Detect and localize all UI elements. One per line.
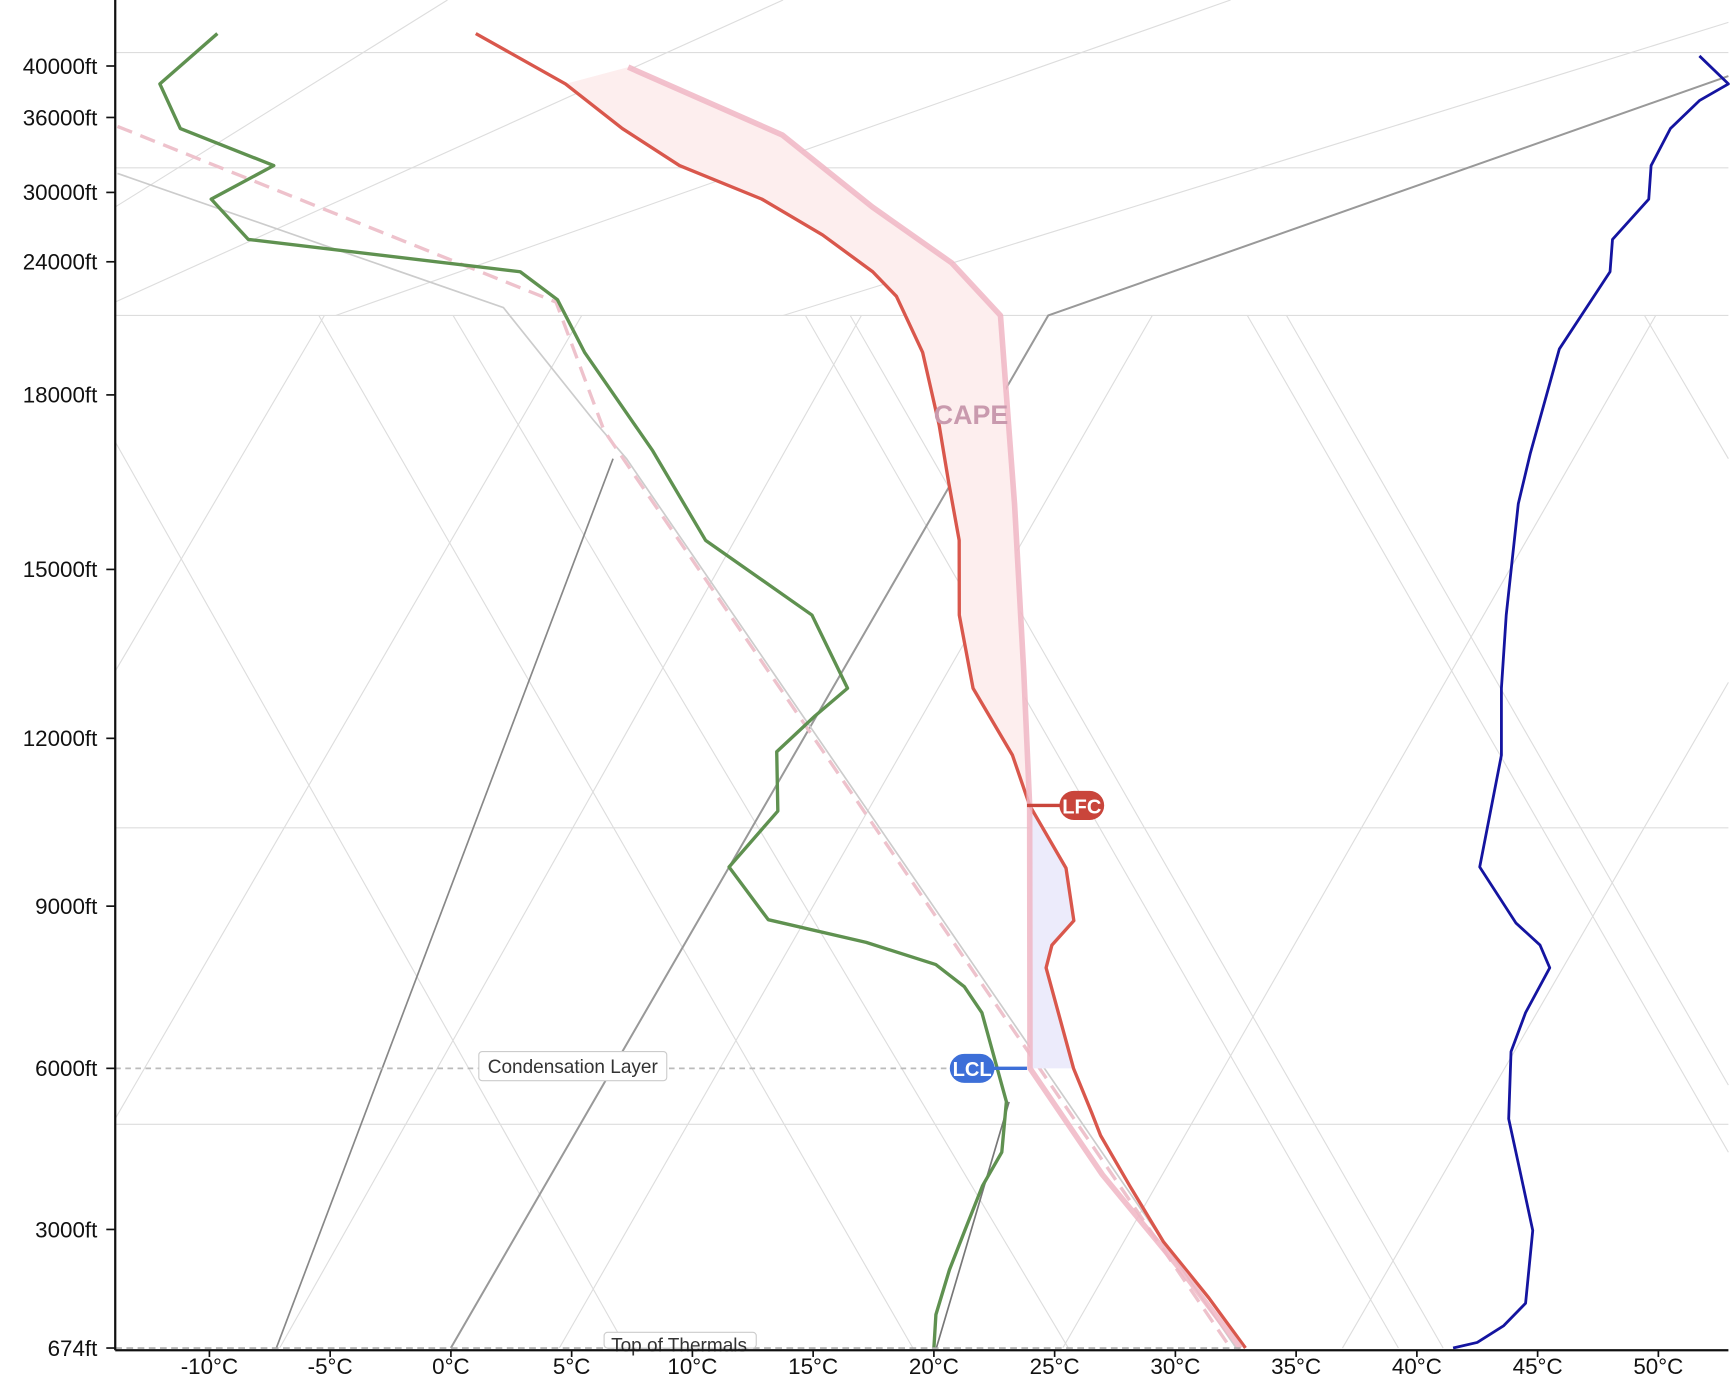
y-tick-label: 30000ft bbox=[23, 180, 98, 205]
cape-label: CAPE bbox=[934, 400, 1009, 430]
shading bbox=[565, 67, 1074, 1069]
x-tick-label: 20°C bbox=[909, 1354, 959, 1376]
lcl-badge bbox=[949, 1053, 995, 1083]
x-tick-label: 10°C bbox=[667, 1354, 717, 1376]
y-tick-label: 6000ft bbox=[35, 1056, 98, 1081]
cape-area bbox=[1029, 805, 1074, 1069]
x-tick-label: 15°C bbox=[788, 1354, 838, 1376]
y-tick-label: 24000ft bbox=[23, 250, 98, 275]
y-tick-label: 40000ft bbox=[23, 54, 98, 79]
profiles bbox=[158, 32, 1730, 1350]
x-tick-label: -5°C bbox=[308, 1354, 353, 1376]
thermals-label: Top of Thermals bbox=[611, 1335, 747, 1356]
y-tick-label: 12000ft bbox=[23, 726, 98, 751]
x-tick-label: 45°C bbox=[1513, 1354, 1563, 1376]
profile-line bbox=[158, 32, 1009, 1349]
lcl-label: LCL bbox=[953, 1059, 992, 1081]
condensation-label: Condensation Layer bbox=[488, 1057, 659, 1078]
y-tick-label: 15000ft bbox=[23, 557, 98, 582]
y-tick-label: 18000ft bbox=[23, 383, 98, 408]
thermals-box bbox=[603, 1331, 757, 1349]
annotations: Condensation Layer Top of Thermals LCL LFC C… bbox=[115, 400, 1242, 1356]
x-tick-label: 5°C bbox=[553, 1354, 591, 1376]
condensation-box bbox=[478, 1051, 668, 1082]
y-tick-label: 36000ft bbox=[23, 105, 98, 130]
profile-line bbox=[627, 64, 1243, 1350]
x-tick-label: 25°C bbox=[1030, 1354, 1080, 1376]
cape-area bbox=[565, 67, 1030, 806]
profile-line bbox=[474, 32, 1247, 1350]
x-tick-label: 30°C bbox=[1150, 1354, 1200, 1376]
lfc-badge bbox=[1059, 790, 1105, 821]
lfc-label: LFC bbox=[1062, 796, 1101, 818]
background-lines bbox=[114, 0, 1729, 1349]
x-tick-label: 40°C bbox=[1392, 1354, 1442, 1376]
profile-line bbox=[1452, 54, 1730, 1350]
y-tick-label: 3000ft bbox=[35, 1217, 98, 1242]
y-tick-label: 674ft bbox=[48, 1336, 99, 1361]
axes: 674ft 3000ft 6000ft 9000ft 12000ft 15000ft 180… bbox=[23, 54, 1684, 1376]
x-tick-label: 0°C bbox=[432, 1354, 470, 1376]
x-tick-label: -10°C bbox=[181, 1354, 238, 1376]
y-tick-label: 9000ft bbox=[35, 894, 98, 919]
x-tick-label: 50°C bbox=[1633, 1354, 1683, 1376]
x-tick-label: 35°C bbox=[1271, 1354, 1321, 1376]
